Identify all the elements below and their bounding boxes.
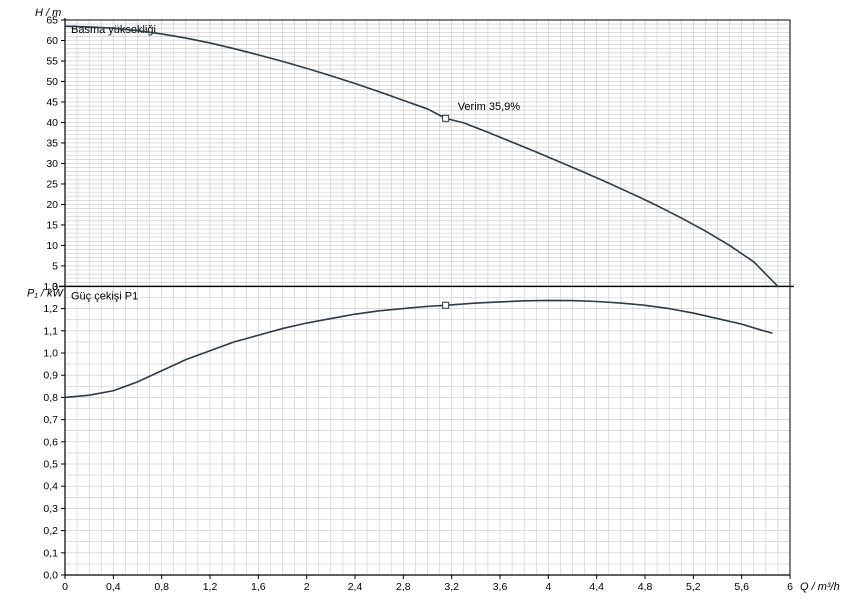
y-tick-label-top: 5 [52, 260, 58, 272]
y-tick-label-top: 55 [46, 55, 58, 67]
y-tick-label-bottom: 0,0 [43, 570, 58, 582]
x-tick-label: 0,4 [106, 581, 121, 593]
y-tick-label-bottom: 1,2 [43, 303, 58, 315]
y-tick-label-top: 35 [46, 137, 58, 149]
y-tick-label-bottom: 0,3 [43, 503, 58, 515]
panel-title-top: Basma yüksekliği [71, 24, 156, 36]
y-axis-label-bottom: P₁ / kW [27, 287, 64, 299]
y-tick-label-bottom: 0,9 [43, 370, 58, 382]
duty-point-marker-top [443, 115, 449, 121]
x-tick-label: 3,6 [493, 581, 508, 593]
x-tick-label: 0,8 [154, 581, 169, 593]
y-tick-label-top: 10 [46, 240, 58, 252]
y-tick-label-bottom: 0,6 [43, 436, 58, 448]
y-tick-label-bottom: 1,1 [43, 325, 58, 337]
x-tick-label: 1,2 [203, 581, 218, 593]
y-axis-label-top: H / m [35, 7, 61, 19]
y-tick-label-top: 15 [46, 219, 58, 231]
y-tick-label-top: 30 [46, 158, 58, 170]
x-tick-label: 5,2 [686, 581, 701, 593]
duty-point-marker-bottom [443, 302, 449, 308]
x-tick-label: 1,6 [251, 581, 266, 593]
x-tick-label: 5,6 [734, 581, 749, 593]
x-axis-label: Q / m³/h [800, 581, 840, 593]
pump-curve-chart: 0 0,4 0,8 1,2 1,6 2 2,4 2,8 3,2 3,6 4 4,4 4,8 5,2 5,6 6… [0, 0, 850, 600]
x-tick-label: 4,8 [638, 581, 653, 593]
y-tick-label-top: 25 [46, 178, 58, 190]
y-tick-label-bottom: 0,1 [43, 547, 58, 559]
y-tick-label-top: 60 [46, 35, 58, 47]
x-tick-label: 0 [62, 581, 68, 593]
chart-stage: 0 0,4 0,8 1,2 1,6 2 2,4 2,8 3,2 3,6 4 4,4 4,8 5,2 5,6 6… [0, 0, 850, 600]
x-tick-label: 2 [304, 581, 310, 593]
x-tick-label: 3,2 [444, 581, 459, 593]
x-tick-label: 4,4 [589, 581, 604, 593]
x-tick-label: 2,4 [348, 581, 363, 593]
y-tick-label-top: 20 [46, 199, 58, 211]
y-tick-label-bottom: 0,7 [43, 414, 58, 426]
y-tick-label-bottom: 0,8 [43, 392, 58, 404]
panel-title-bottom: Güç çekişi P1 [71, 290, 138, 302]
y-tick-label-top: 50 [46, 76, 58, 88]
y-tick-label-bottom: 0,5 [43, 459, 58, 471]
x-tick-label: 6 [787, 581, 793, 593]
x-tick-label: 4 [545, 581, 551, 593]
x-tick-label: 2,8 [396, 581, 411, 593]
efficiency-annotation: Verim 35,9% [458, 101, 521, 113]
y-tick-label-bottom: 0,2 [43, 525, 58, 537]
y-tick-label-bottom: 1,0 [43, 348, 58, 360]
y-tick-label-top: 45 [46, 96, 58, 108]
y-tick-label-top: 40 [46, 117, 58, 129]
y-tick-label-bottom: 0,4 [43, 481, 58, 493]
